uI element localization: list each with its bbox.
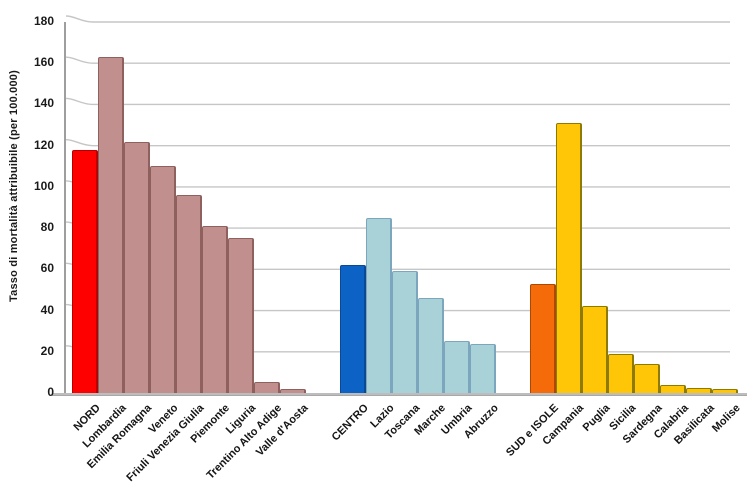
bar-puglia: [582, 306, 608, 393]
plot-area: NORD Lombardia Emilia Romagna Veneto Friuli …: [64, 15, 742, 484]
x-label-puglia: Puglia: [580, 402, 613, 434]
bar-trentino-alto-adige: [254, 382, 280, 393]
bar-slot-basilicata: Basilicata: [672, 388, 716, 447]
bar-slot-liguria: Liguria: [224, 238, 258, 436]
bar-slot-sud-e-isole: SUD e ISOLE: [504, 284, 560, 459]
x-label-molise: Molise: [709, 402, 743, 435]
bar-campania: [556, 123, 582, 393]
bar-friuli-venezia-giulia: [176, 195, 202, 393]
gridline-140: [65, 97, 730, 106]
bars-row: NORD Lombardia Emilia Romagna Veneto Friuli …: [66, 57, 742, 484]
y-tick-60: 60: [40, 261, 54, 276]
y-tick-120: 120: [33, 137, 54, 152]
group-nord: NORD Lombardia Emilia Romagna Veneto Friuli …: [71, 57, 310, 484]
bar-slot-campania: Campania: [541, 123, 586, 448]
bar-umbria: [444, 341, 470, 393]
bar-abruzzo: [470, 344, 496, 393]
bar-calabria: [660, 385, 686, 393]
bar-slot-veneto: Veneto: [146, 166, 180, 436]
bar-slot-calabria: Calabria: [651, 385, 690, 441]
gridline-120: [65, 138, 730, 147]
bar-molise: [712, 389, 738, 393]
y-tick-20: 20: [40, 343, 54, 358]
bar-nord: [72, 150, 98, 393]
bar-slot-abruzzo: Abruzzo: [461, 344, 500, 441]
bar-centro: [340, 265, 366, 393]
bar-slot-sardegna: Sardegna: [621, 364, 664, 446]
y-tick-140: 140: [33, 96, 54, 111]
bar-sud-e-isole: [530, 284, 556, 393]
bar-slot-molise: Molise: [710, 389, 742, 435]
bar-slot-piemonte: Piemonte: [189, 226, 232, 445]
bar-marche: [418, 298, 444, 393]
y-tick-160: 160: [33, 55, 54, 70]
group-sud-e-isole: SUD e ISOLE Campania Puglia Sicilia Sardegna…: [504, 123, 742, 459]
bar-lombardia: [98, 57, 124, 393]
bar-slot-valle-d-aosta: Valle d'Aosta: [254, 389, 310, 459]
bar-toscana: [392, 271, 418, 393]
bar-slot-sicilia: Sicilia: [608, 354, 638, 433]
bar-slot-emilia-romagna: Emilia Romagna: [85, 142, 154, 471]
bar-slot-umbria: Umbria: [439, 341, 474, 437]
bar-slot-toscana: Toscana: [383, 271, 422, 441]
bar-slot-puglia: Puglia: [581, 306, 612, 434]
gridline-160: [65, 56, 730, 64]
bar-piemonte: [202, 226, 228, 393]
bar-emilia-romagna: [124, 142, 150, 393]
group-centro: CENTRO Lazio Toscana Marche Umbria Abruzzo: [329, 218, 500, 443]
bar-slot-centro: CENTRO: [329, 265, 370, 443]
bar-basilicata: [686, 388, 712, 393]
y-tick-0: 0: [47, 385, 54, 399]
bar-slot-marche: Marche: [413, 298, 448, 438]
bar-slot-lazio: Lazio: [366, 218, 396, 430]
bar-liguria: [228, 238, 254, 393]
y-tick-180: 180: [33, 14, 54, 28]
bar-sicilia: [608, 354, 634, 393]
y-tick-40: 40: [40, 302, 54, 317]
bar-slot-trentino-alto-adige: Trentino Alto Adige: [205, 382, 284, 482]
bar-valle-d-aosta: [280, 389, 306, 393]
y-tick-100: 100: [33, 178, 54, 193]
bar-lazio: [366, 218, 392, 393]
bar-slot-nord: NORD: [71, 150, 102, 433]
x-label-centro: CENTRO: [329, 402, 371, 444]
bar-slot-lombardia: Lombardia: [80, 57, 128, 450]
bar-sardegna: [634, 364, 660, 393]
x-axis-line: [52, 393, 747, 396]
bar-veneto: [150, 166, 176, 393]
bar-slot-friuli-venezia-giulia: Friuli Venezia Giulia: [125, 195, 206, 484]
gridline-180: [65, 15, 730, 23]
y-tick-80: 80: [40, 220, 54, 235]
